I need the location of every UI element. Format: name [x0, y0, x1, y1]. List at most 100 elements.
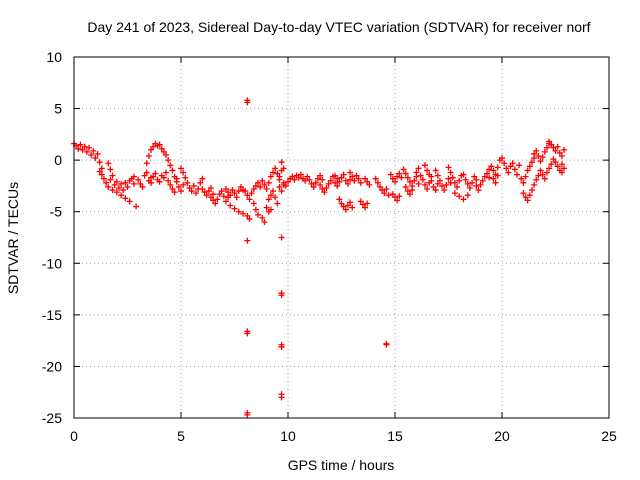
- data-points: [71, 97, 568, 418]
- y-tick-label: 10: [46, 49, 62, 65]
- data-point: [100, 175, 107, 182]
- data-point: [158, 145, 165, 152]
- data-point: [218, 188, 225, 195]
- data-point: [240, 210, 247, 217]
- data-point: [295, 174, 302, 181]
- data-point: [126, 198, 133, 205]
- data-point: [107, 166, 114, 173]
- data-point: [486, 174, 493, 181]
- data-point: [235, 188, 242, 195]
- data-point: [492, 179, 499, 186]
- data-point: [434, 180, 441, 187]
- data-point: [543, 169, 550, 176]
- data-point: [473, 176, 480, 183]
- data-point: [148, 146, 155, 153]
- data-point: [265, 179, 272, 186]
- data-point: [334, 182, 341, 189]
- x-tick-label: 5: [177, 428, 185, 444]
- data-point: [392, 194, 398, 201]
- data-point: [83, 148, 90, 155]
- data-point: [171, 189, 178, 196]
- data-point: [490, 167, 497, 174]
- data-point: [278, 188, 285, 195]
- data-point: [308, 180, 315, 187]
- data-point: [178, 188, 184, 195]
- data-point: [306, 176, 313, 183]
- data-point: [456, 177, 463, 184]
- data-point: [424, 167, 431, 174]
- data-point: [267, 173, 274, 180]
- data-point: [338, 174, 345, 181]
- data-point: [167, 181, 174, 188]
- data-point: [419, 176, 426, 183]
- data-point: [445, 175, 452, 182]
- y-tick-label: -20: [42, 358, 62, 374]
- data-point: [261, 181, 268, 188]
- data-point: [449, 174, 456, 181]
- data-point: [210, 191, 217, 198]
- data-point: [396, 193, 403, 200]
- data-point: [548, 141, 555, 148]
- x-tick-label: 20: [494, 428, 510, 444]
- data-point: [156, 178, 163, 185]
- data-point: [554, 143, 561, 150]
- data-point: [347, 199, 354, 206]
- data-point: [421, 181, 428, 188]
- data-point: [113, 178, 120, 185]
- data-point: [364, 178, 371, 185]
- data-point: [205, 188, 212, 195]
- data-point: [394, 197, 401, 204]
- x-tick-label: 10: [280, 428, 296, 444]
- y-tick-label: -5: [50, 204, 63, 220]
- data-point: [537, 158, 544, 165]
- data-point: [394, 173, 401, 180]
- data-point: [556, 149, 563, 156]
- data-point: [242, 188, 249, 195]
- data-point: [222, 186, 229, 193]
- data-point: [214, 196, 221, 203]
- y-tick-label: -10: [42, 255, 62, 271]
- data-point: [479, 177, 486, 184]
- data-point: [342, 206, 349, 213]
- chart-title: Day 241 of 2023, Sidereal Day-to-day VTE…: [87, 19, 590, 35]
- data-point: [543, 144, 550, 151]
- data-point: [327, 177, 334, 184]
- data-point: [252, 182, 259, 189]
- data-point: [261, 219, 268, 226]
- data-point: [231, 190, 238, 197]
- data-point: [231, 205, 238, 212]
- data-point: [424, 186, 431, 193]
- data-point: [432, 187, 439, 194]
- data-point: [484, 170, 491, 177]
- data-point: [244, 212, 251, 219]
- data-point: [319, 176, 326, 183]
- data-point: [518, 175, 525, 182]
- data-point: [460, 171, 467, 178]
- data-point: [109, 187, 116, 194]
- data-point: [109, 172, 116, 179]
- data-point: [255, 211, 262, 218]
- data-point: [396, 170, 403, 177]
- data-point: [244, 192, 251, 199]
- data-point: [344, 180, 351, 187]
- data-point: [105, 183, 112, 190]
- data-point: [347, 169, 354, 176]
- data-point: [272, 165, 279, 172]
- y-axis-label: SDTVAR / TECUs: [5, 182, 21, 294]
- data-point: [439, 182, 446, 189]
- data-point: [443, 181, 450, 188]
- data-point: [533, 176, 540, 183]
- data-point: [188, 188, 195, 195]
- data-point: [451, 190, 458, 197]
- data-point: [276, 176, 283, 183]
- data-point: [280, 179, 287, 186]
- data-point: [81, 143, 88, 150]
- data-point: [75, 145, 82, 152]
- data-point: [409, 187, 416, 194]
- data-point: [276, 183, 283, 190]
- data-point: [94, 150, 101, 157]
- data-point: [507, 163, 514, 170]
- data-point: [436, 177, 443, 184]
- data-point: [278, 394, 285, 401]
